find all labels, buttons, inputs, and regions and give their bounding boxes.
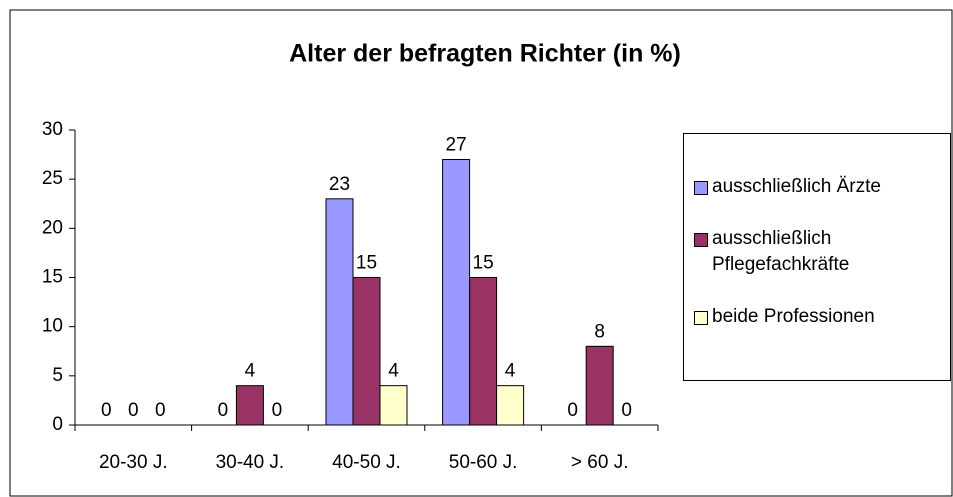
legend-swatch [694,233,708,247]
data-label: 0 [567,400,578,421]
y-tick-label: 5 [52,365,63,386]
legend-swatch [694,311,708,325]
data-label: 0 [128,400,139,421]
bar [496,385,525,426]
data-label: 0 [621,400,632,421]
legend-item: beide Professionen [694,304,950,330]
data-label: 0 [101,400,112,421]
x-tick-label: 30-40 J. [216,452,285,473]
chart-border [9,9,953,497]
x-tick-label: 40-50 J. [332,452,401,473]
data-label: 8 [594,321,605,342]
y-tick-label: 0 [52,414,63,435]
bar [442,159,471,426]
legend-item: ausschließlich Ärzte [694,174,950,200]
y-tick-label: 15 [42,267,63,288]
data-label: 0 [218,400,229,421]
data-label: 15 [473,253,494,274]
legend-swatch [694,181,708,195]
data-label: 4 [505,361,516,382]
data-label: 4 [388,361,399,382]
bar [585,345,614,426]
bar [325,198,354,426]
legend-label: beide Professionen [712,306,875,327]
data-label: 27 [446,135,467,156]
data-label: 0 [155,400,166,421]
x-tick-label: 20-30 J. [99,452,168,473]
y-tick-label: 20 [42,217,63,238]
x-tick-label: 50-60 J. [449,452,518,473]
bar [235,385,264,426]
legend-item: ausschließlich Pflegefachkräfte [694,226,950,278]
data-label: 23 [329,174,350,195]
bar [469,277,498,426]
legend-label: ausschließlich Ärzte [712,176,881,197]
legend: ausschließlich Ärzte ausschließlich Pfleg… [683,133,951,381]
y-tick-label: 30 [42,119,63,140]
data-label: 4 [245,361,256,382]
x-tick-label: > 60 J. [571,452,629,473]
bar [379,385,408,426]
data-label: 15 [356,253,377,274]
y-tick-label: 25 [42,168,63,189]
data-label: 0 [272,400,283,421]
legend-label: ausschließlich Pflegefachkräfte [712,228,850,275]
chart-title: Alter der befragten Richter (in %) [289,40,681,68]
bar [352,277,381,426]
y-tick-label: 10 [42,316,63,337]
